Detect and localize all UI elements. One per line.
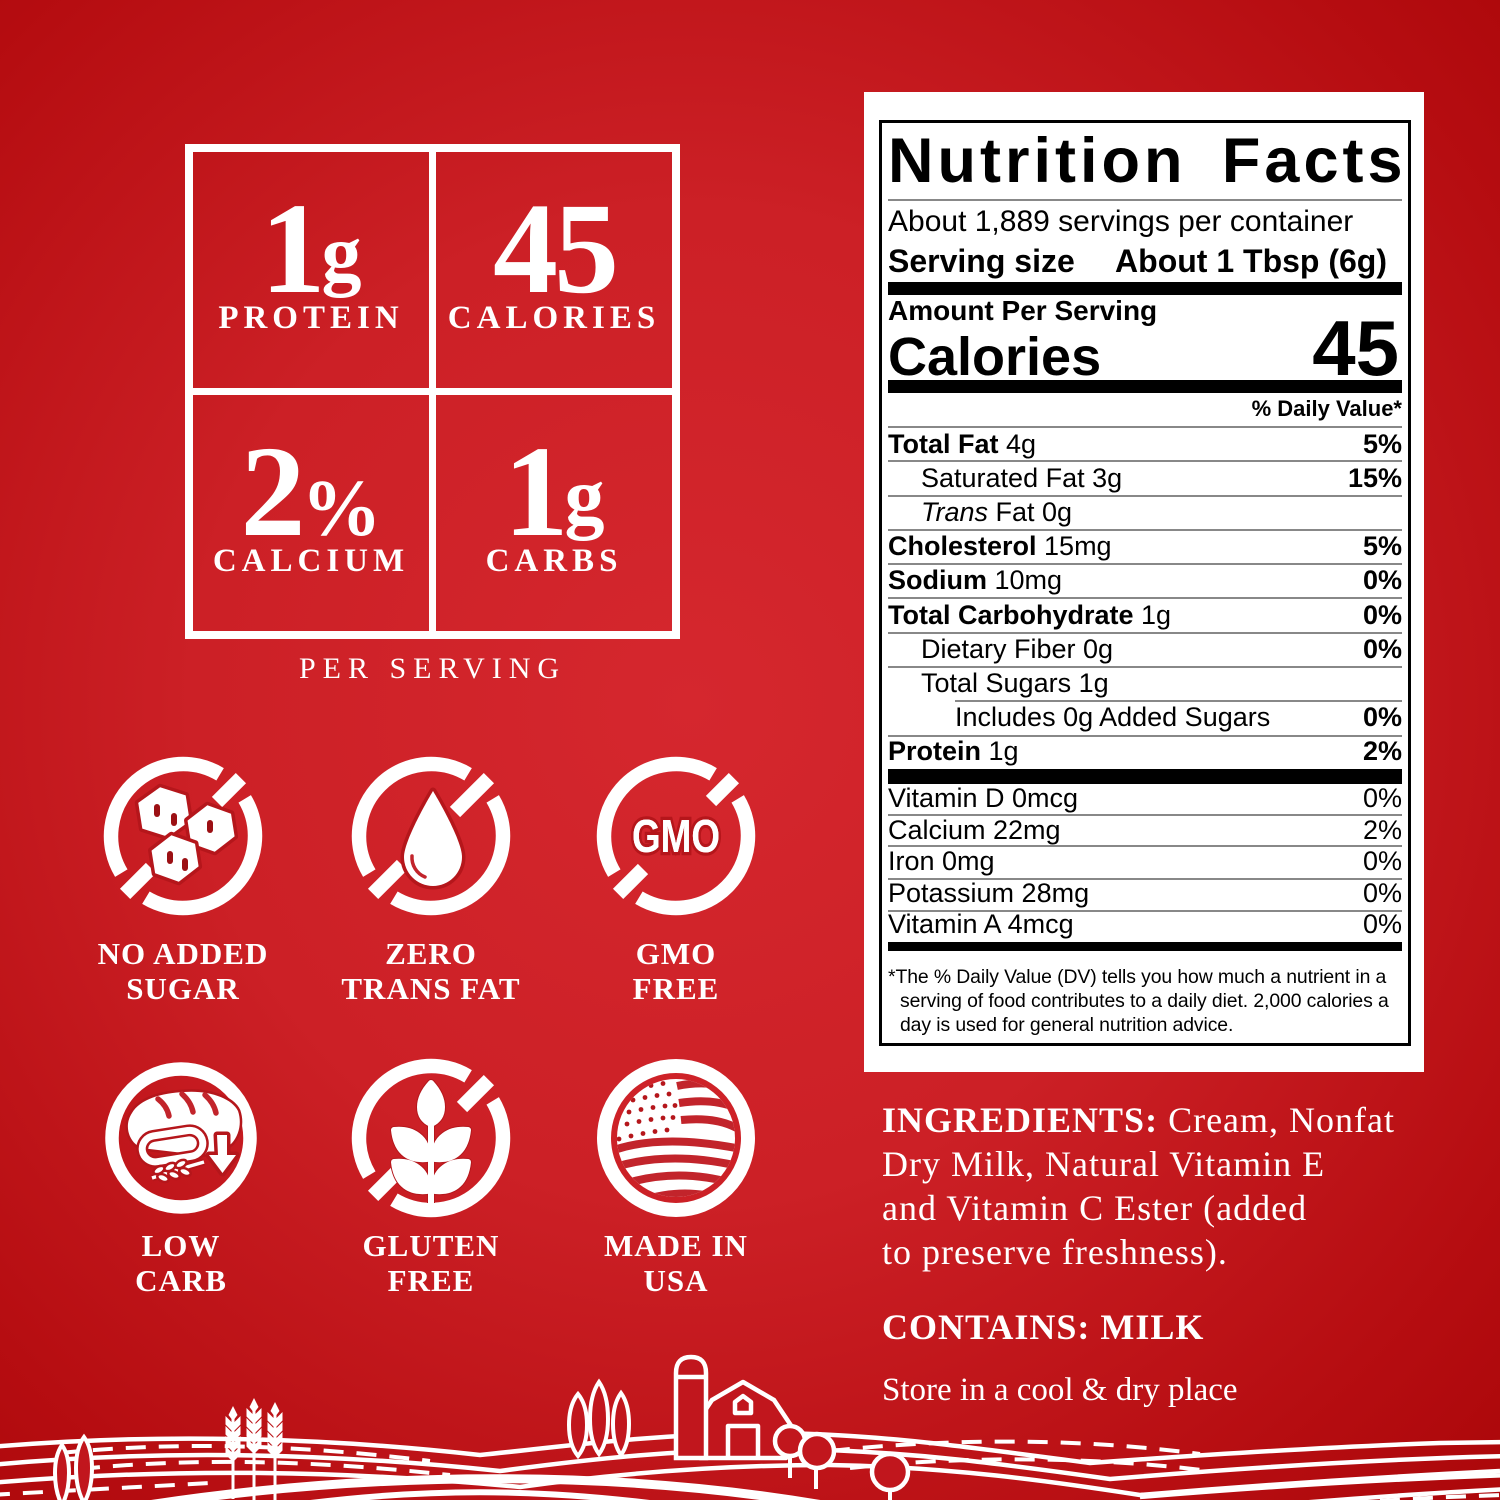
svg-text:GMO: GMO bbox=[632, 810, 720, 862]
svg-text:GMO: GMO bbox=[632, 810, 720, 862]
